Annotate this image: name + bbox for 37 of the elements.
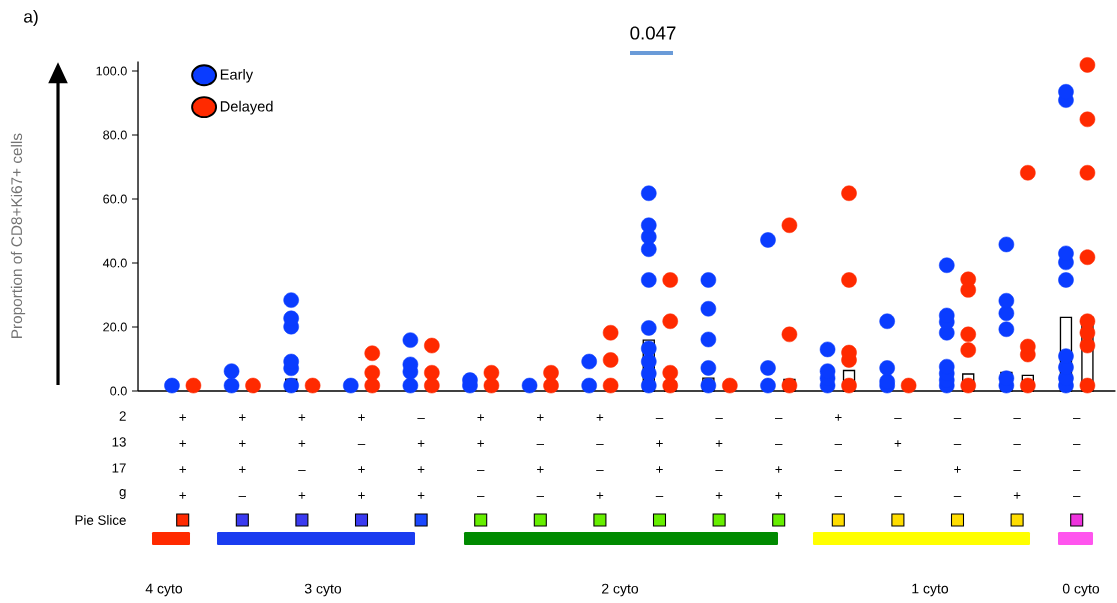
text: 4 cyto (145, 583, 183, 597)
category-label: – + – – (894, 418, 902, 497)
category-label: – – – – (1072, 418, 1081, 497)
y-tick-label: 40.0 (102, 258, 127, 268)
text: 2 (119, 411, 126, 421)
text: a) (24, 9, 38, 27)
category-label: – + + – (655, 418, 664, 497)
text: Pie Slice (75, 515, 126, 525)
category-label: + + – – (477, 414, 485, 497)
y-tick-label: 60.0 (103, 194, 127, 204)
text: 13 (112, 437, 126, 447)
text: 1 cyto (912, 583, 949, 597)
category-label: – + + + (417, 418, 425, 499)
legend-label: Delayed (220, 100, 273, 115)
category-label: – – – + (1013, 418, 1021, 499)
category-label: – + – + (715, 418, 723, 499)
text: 0 cyto (1062, 583, 1100, 597)
category-label: + – + + (357, 414, 366, 499)
legend-label: Early (220, 68, 254, 83)
text: 0.047 (630, 26, 676, 40)
category-label: – – + – (953, 418, 962, 497)
category-label: – – + + (775, 418, 783, 499)
y-tick-label: 80.0 (103, 130, 127, 140)
category-label: + – – – (834, 414, 843, 497)
category-label: + + + + (179, 414, 186, 499)
text: 17 (112, 463, 126, 473)
text: g (119, 489, 126, 499)
y-tick-label: 20.0 (103, 322, 127, 332)
y-tick-label: 0.0 (110, 386, 127, 396)
text: 2 cyto (602, 583, 639, 597)
y-tick-label: 100.0 (96, 66, 127, 76)
category-label: + + + – (238, 414, 247, 497)
text: 3 cyto (304, 583, 342, 597)
category-label: + + – + (298, 414, 306, 499)
y-axis-title: Proportion of CD8+Ki67+ cells (10, 133, 26, 338)
category-label: + – + – (536, 414, 545, 497)
category-label: + – – + (596, 414, 604, 499)
